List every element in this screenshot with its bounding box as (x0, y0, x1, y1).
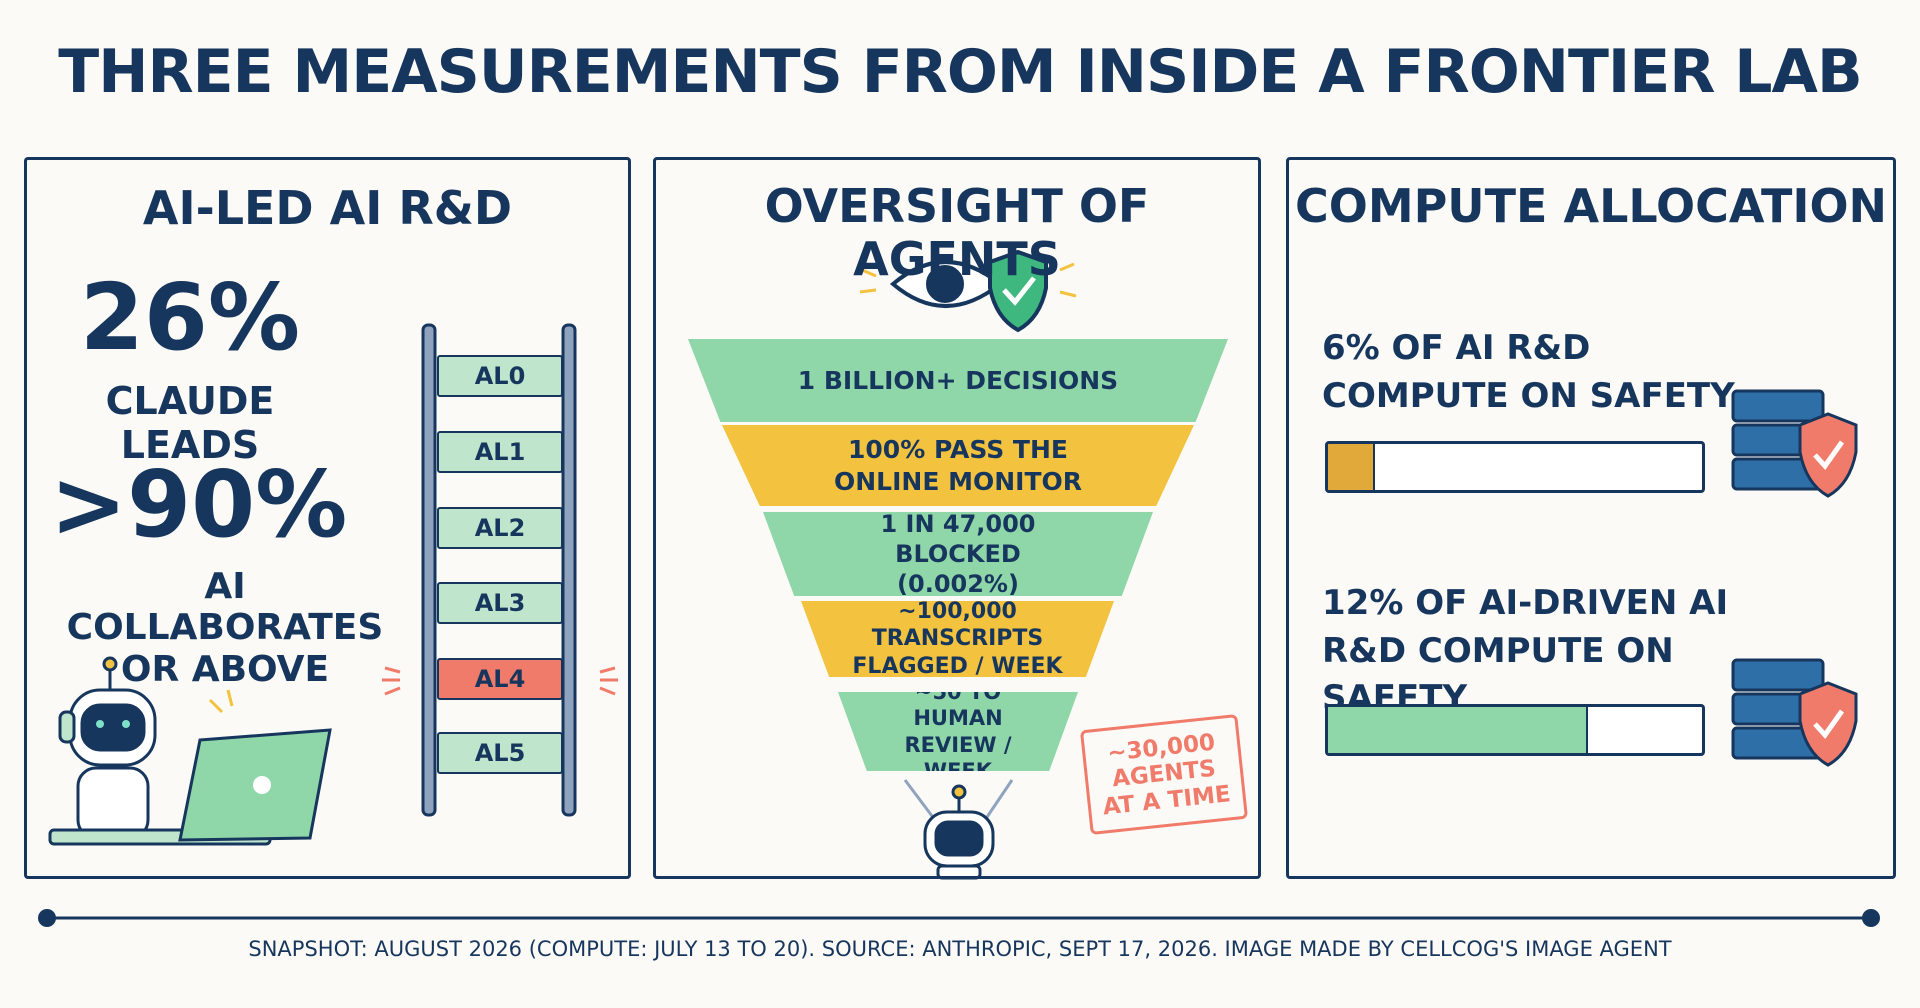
funnel-label: 1 BILLION+ DECISIONS (797, 365, 1119, 395)
ladder-level: AL2 (437, 507, 563, 549)
ladder-level: AL0 (437, 355, 563, 397)
ladder-level: AL5 (437, 732, 563, 774)
funnel-label: 100% PASS THE ONLINE MONITOR (833, 435, 1083, 496)
small-robot (903, 779, 1014, 880)
highlight-rays (382, 666, 618, 696)
funnel-label: 1 IN 47,000 BLOCKED (0.002%) (880, 510, 1036, 598)
ladder-rail (561, 323, 577, 817)
compute-label: 6% OF AI R&D COMPUTE ON SAFETY (1322, 328, 1735, 416)
stamp: ~30,000 AGENTS AT A TIME (1079, 714, 1249, 836)
bar-fill (1328, 707, 1589, 753)
funnel-level: ~100,000 TRANSCRIPTS FLAGGED / WEEK (801, 601, 1114, 677)
funnel-label: ~50 TO HUMAN REVIEW / WEEK (904, 680, 1012, 783)
panel-title: OVERSIGHT OF AGENTS (764, 179, 1150, 286)
server-icon (1731, 389, 1858, 498)
funnel-level: 1 BILLION+ DECISIONS (688, 339, 1228, 422)
page-title: THREE MEASUREMENTS FROM INSIDE A FRONTIE… (58, 37, 1862, 107)
stat-label: CLAUDE LEADS (105, 379, 275, 467)
stat-value: >90% (50, 451, 348, 558)
panel-title: COMPUTE ALLOCATION (1294, 179, 1888, 233)
panel (24, 157, 631, 879)
ladder-level: AL3 (437, 582, 563, 624)
compute-bar (1325, 704, 1705, 756)
panel-title: AI-LED AI R&D (142, 181, 513, 235)
ladder-rail (421, 323, 437, 817)
timeline-dot (38, 909, 56, 927)
timeline-dot (1862, 909, 1880, 927)
compute-bar (1325, 441, 1705, 493)
funnel-level: 1 IN 47,000 BLOCKED (0.002%) (763, 512, 1153, 596)
footer: SNAPSHOT: AUGUST 2026 (COMPUTE: JULY 13 … (248, 937, 1672, 961)
server-icon (1731, 658, 1858, 767)
panel (1286, 157, 1896, 879)
stat-value: 26% (79, 264, 301, 371)
bar-fill (1328, 444, 1375, 490)
stat-label: AI COLLABORATES OR ABOVE (66, 566, 384, 690)
ladder-level: AL1 (437, 431, 563, 473)
compute-label: 12% OF AI-DRIVEN AI R&D COMPUTE ON SAFET… (1322, 583, 1729, 719)
robot-illustration (48, 656, 332, 846)
funnel-label: ~100,000 TRANSCRIPTS FLAGGED / WEEK (852, 598, 1063, 679)
ladder-level-highlighted: AL4 (437, 658, 563, 700)
funnel-level: ~50 TO HUMAN REVIEW / WEEK (838, 692, 1078, 771)
funnel-level: 100% PASS THE ONLINE MONITOR (722, 425, 1194, 506)
eye-shield-icon (859, 249, 1077, 333)
panel (653, 157, 1261, 879)
